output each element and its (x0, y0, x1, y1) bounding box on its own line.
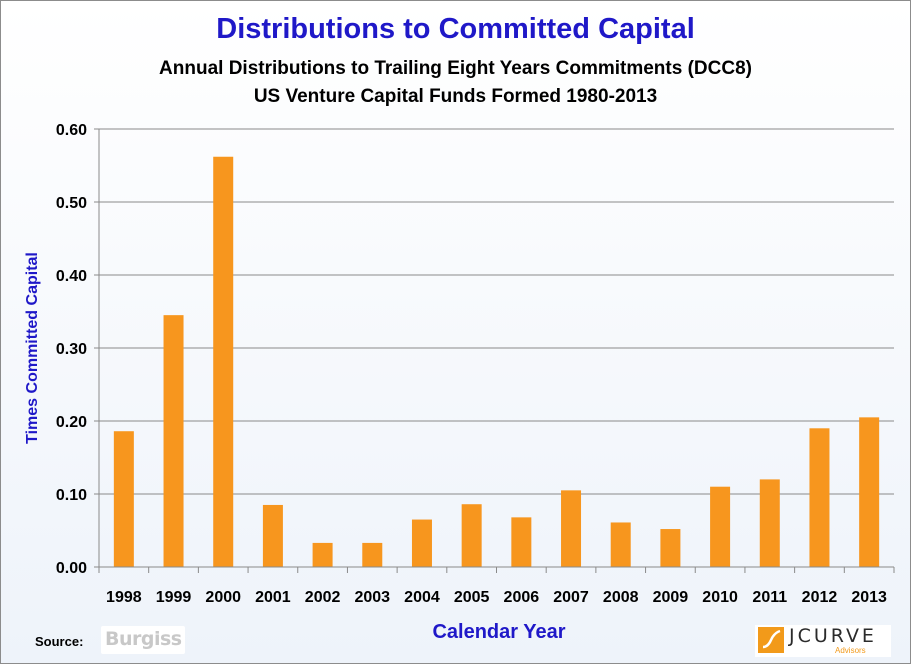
x-tick-label: 2003 (354, 589, 390, 606)
bar (759, 479, 780, 567)
bar (163, 315, 184, 567)
jcurve-logo-tagline: Advisors (835, 646, 866, 655)
x-axis-label: Calendar Year (432, 621, 566, 643)
bar (262, 504, 283, 567)
x-tick-label: 2007 (553, 589, 589, 606)
bar (312, 542, 333, 567)
x-tick-label: 2012 (802, 589, 838, 606)
y-tick-label: 0.50 (56, 195, 87, 212)
bar (859, 417, 880, 567)
chart-subtitle-line-1: Annual Distributions to Trailing Eight Y… (159, 58, 752, 79)
x-tick-label: 2006 (504, 589, 540, 606)
source-label: Source: (35, 634, 84, 649)
y-tick-label: 0.40 (56, 268, 87, 285)
bar (561, 490, 582, 567)
x-tick-label: 2010 (702, 589, 738, 606)
x-tick-label: 2005 (454, 589, 490, 606)
jcurve-mark-icon (758, 627, 784, 653)
jcurve-logo: JCURVE Advisors (755, 625, 891, 657)
axes (94, 128, 895, 573)
bar (660, 529, 681, 567)
burgiss-logo-text: Burgiss (105, 628, 182, 650)
bar (362, 542, 383, 567)
x-tick-label: 2009 (653, 589, 689, 606)
x-tick-label: 2011 (752, 589, 787, 606)
chart-title: Distributions to Committed Capital (216, 13, 695, 45)
y-tick-label: 0.20 (56, 414, 87, 431)
x-tick-label: 2000 (205, 589, 241, 606)
jcurve-logo-text: JCURVE (789, 625, 877, 647)
y-tick-label: 0.60 (56, 122, 87, 139)
bar (610, 522, 631, 567)
tick-labels: 0.00 0.10 0.20 0.30 0.40 0.50 0.60 1998 1999 2000… (56, 122, 887, 606)
bar (213, 156, 234, 568)
x-tick-label: 2008 (603, 589, 639, 606)
bar (809, 428, 830, 567)
x-tick-label: 2004 (404, 589, 440, 606)
bar (511, 517, 532, 567)
burgiss-logo: Burgiss (101, 626, 185, 654)
chart-subtitle-line-2: US Venture Capital Funds Formed 1980-201… (253, 86, 658, 107)
y-tick-label: 0.00 (56, 560, 87, 577)
x-tick-label: 2001 (255, 589, 291, 606)
y-tick-label: 0.30 (56, 341, 87, 358)
bar (411, 519, 432, 567)
y-tick-label: 0.10 (56, 487, 87, 504)
bars (113, 156, 880, 568)
bar (461, 504, 482, 567)
bar (710, 486, 731, 567)
x-tick-label: 1998 (106, 589, 142, 606)
x-tick-label: 2002 (305, 589, 341, 606)
x-tick-label: 1999 (156, 589, 192, 606)
x-tick-label: 2013 (851, 589, 887, 606)
y-axis-label: Times Committed Capital (24, 252, 41, 444)
bar (113, 431, 134, 567)
